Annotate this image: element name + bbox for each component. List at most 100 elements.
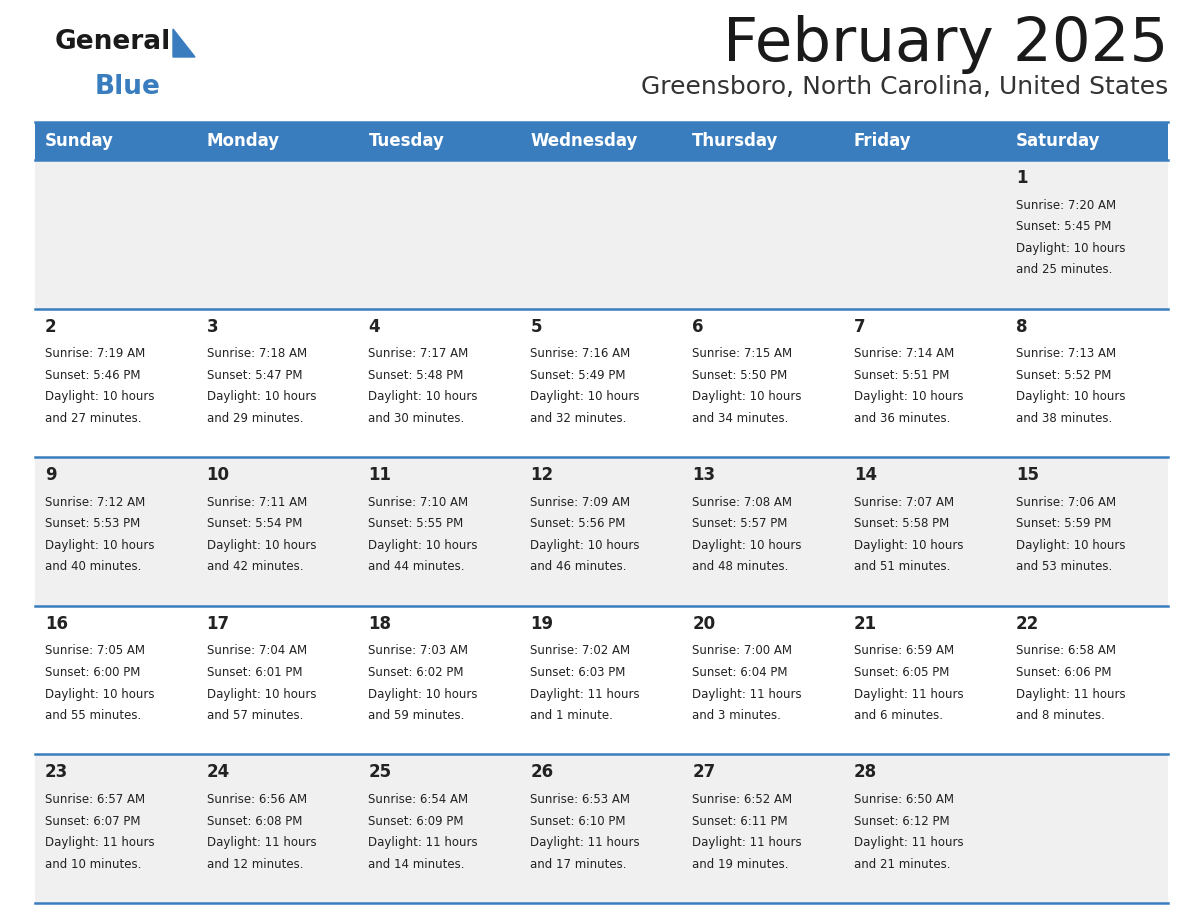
Text: 13: 13	[693, 466, 715, 484]
Text: and 48 minutes.: and 48 minutes.	[693, 561, 789, 574]
Text: Sunset: 5:59 PM: Sunset: 5:59 PM	[1016, 518, 1111, 531]
Text: and 12 minutes.: and 12 minutes.	[207, 857, 303, 870]
Text: Sunrise: 7:20 AM: Sunrise: 7:20 AM	[1016, 198, 1116, 212]
Text: and 53 minutes.: and 53 minutes.	[1016, 561, 1112, 574]
Text: Daylight: 11 hours: Daylight: 11 hours	[207, 836, 316, 849]
Bar	[682, 606, 845, 755]
Text: Sunrise: 6:56 AM: Sunrise: 6:56 AM	[207, 793, 307, 806]
Text: Sunrise: 7:16 AM: Sunrise: 7:16 AM	[530, 347, 631, 360]
Text: 5: 5	[530, 318, 542, 335]
Text: and 34 minutes.: and 34 minutes.	[693, 412, 789, 425]
Text: Sunset: 6:06 PM: Sunset: 6:06 PM	[1016, 666, 1111, 679]
Text: 6: 6	[693, 318, 703, 335]
Text: and 27 minutes.: and 27 minutes.	[45, 412, 141, 425]
Text: and 10 minutes.: and 10 minutes.	[45, 857, 141, 870]
Text: Sunday: Sunday	[45, 132, 114, 150]
Text: Daylight: 10 hours: Daylight: 10 hours	[368, 390, 478, 403]
Bar	[1006, 755, 1168, 903]
Text: and 17 minutes.: and 17 minutes.	[530, 857, 627, 870]
Text: Blue: Blue	[95, 74, 160, 100]
Text: 8: 8	[1016, 318, 1028, 335]
Bar	[197, 457, 359, 606]
Text: Daylight: 11 hours: Daylight: 11 hours	[530, 836, 640, 849]
Bar	[520, 755, 682, 903]
Text: Sunset: 5:52 PM: Sunset: 5:52 PM	[1016, 369, 1111, 382]
Bar	[845, 160, 1006, 308]
Text: Daylight: 11 hours: Daylight: 11 hours	[693, 688, 802, 700]
Text: Sunrise: 7:13 AM: Sunrise: 7:13 AM	[1016, 347, 1116, 360]
Text: Daylight: 10 hours: Daylight: 10 hours	[368, 688, 478, 700]
Bar	[520, 606, 682, 755]
Text: Sunset: 5:58 PM: Sunset: 5:58 PM	[854, 518, 949, 531]
Bar	[845, 755, 1006, 903]
Text: Sunrise: 7:04 AM: Sunrise: 7:04 AM	[207, 644, 307, 657]
Text: Sunset: 5:57 PM: Sunset: 5:57 PM	[693, 518, 788, 531]
Text: and 57 minutes.: and 57 minutes.	[207, 709, 303, 722]
Bar	[845, 457, 1006, 606]
Bar	[1006, 160, 1168, 308]
Text: Sunset: 6:03 PM: Sunset: 6:03 PM	[530, 666, 626, 679]
Text: 19: 19	[530, 615, 554, 633]
Text: Sunrise: 7:18 AM: Sunrise: 7:18 AM	[207, 347, 307, 360]
Text: Sunrise: 7:02 AM: Sunrise: 7:02 AM	[530, 644, 631, 657]
Text: Sunrise: 7:19 AM: Sunrise: 7:19 AM	[45, 347, 145, 360]
Bar	[34, 755, 197, 903]
Bar	[1006, 606, 1168, 755]
Text: 18: 18	[368, 615, 391, 633]
Text: Sunset: 5:48 PM: Sunset: 5:48 PM	[368, 369, 463, 382]
Text: and 14 minutes.: and 14 minutes.	[368, 857, 465, 870]
Bar	[34, 308, 197, 457]
Text: Sunrise: 7:17 AM: Sunrise: 7:17 AM	[368, 347, 469, 360]
Text: Sunset: 5:56 PM: Sunset: 5:56 PM	[530, 518, 626, 531]
Text: Daylight: 10 hours: Daylight: 10 hours	[1016, 241, 1125, 254]
Text: Daylight: 10 hours: Daylight: 10 hours	[854, 539, 963, 552]
Text: 7: 7	[854, 318, 866, 335]
Text: Sunrise: 7:00 AM: Sunrise: 7:00 AM	[693, 644, 792, 657]
Text: Daylight: 10 hours: Daylight: 10 hours	[530, 539, 640, 552]
Text: Sunset: 6:01 PM: Sunset: 6:01 PM	[207, 666, 302, 679]
Text: and 55 minutes.: and 55 minutes.	[45, 709, 141, 722]
Text: and 30 minutes.: and 30 minutes.	[368, 412, 465, 425]
Polygon shape	[173, 29, 195, 57]
Text: 11: 11	[368, 466, 391, 484]
Text: 21: 21	[854, 615, 877, 633]
Text: 17: 17	[207, 615, 229, 633]
Text: Sunrise: 7:14 AM: Sunrise: 7:14 AM	[854, 347, 954, 360]
Text: Sunset: 6:00 PM: Sunset: 6:00 PM	[45, 666, 140, 679]
Text: Sunrise: 6:53 AM: Sunrise: 6:53 AM	[530, 793, 631, 806]
Bar	[845, 122, 1006, 160]
Text: Daylight: 10 hours: Daylight: 10 hours	[45, 390, 154, 403]
Text: 28: 28	[854, 763, 877, 781]
Text: Sunrise: 6:54 AM: Sunrise: 6:54 AM	[368, 793, 468, 806]
Text: Daylight: 11 hours: Daylight: 11 hours	[693, 836, 802, 849]
Text: 10: 10	[207, 466, 229, 484]
Text: Sunset: 6:08 PM: Sunset: 6:08 PM	[207, 814, 302, 828]
Text: Sunset: 6:12 PM: Sunset: 6:12 PM	[854, 814, 949, 828]
Text: Thursday: Thursday	[693, 132, 778, 150]
Text: Sunset: 5:45 PM: Sunset: 5:45 PM	[1016, 220, 1111, 233]
Text: Daylight: 11 hours: Daylight: 11 hours	[1016, 688, 1125, 700]
Bar	[197, 122, 359, 160]
Text: Daylight: 10 hours: Daylight: 10 hours	[45, 539, 154, 552]
Text: Daylight: 10 hours: Daylight: 10 hours	[207, 688, 316, 700]
Bar	[197, 308, 359, 457]
Text: Saturday: Saturday	[1016, 132, 1100, 150]
Text: and 3 minutes.: and 3 minutes.	[693, 709, 781, 722]
Text: Sunrise: 7:07 AM: Sunrise: 7:07 AM	[854, 496, 954, 509]
Text: 12: 12	[530, 466, 554, 484]
Text: Sunset: 5:49 PM: Sunset: 5:49 PM	[530, 369, 626, 382]
Text: and 1 minute.: and 1 minute.	[530, 709, 613, 722]
Text: 25: 25	[368, 763, 392, 781]
Text: Sunset: 6:05 PM: Sunset: 6:05 PM	[854, 666, 949, 679]
Text: Sunrise: 7:08 AM: Sunrise: 7:08 AM	[693, 496, 792, 509]
Bar	[34, 160, 197, 308]
Bar	[359, 606, 520, 755]
Bar	[845, 308, 1006, 457]
Bar	[520, 122, 682, 160]
Text: Sunrise: 7:09 AM: Sunrise: 7:09 AM	[530, 496, 631, 509]
Text: Sunrise: 7:11 AM: Sunrise: 7:11 AM	[207, 496, 307, 509]
Text: and 8 minutes.: and 8 minutes.	[1016, 709, 1105, 722]
Text: and 42 minutes.: and 42 minutes.	[207, 561, 303, 574]
Bar	[359, 457, 520, 606]
Bar	[682, 308, 845, 457]
